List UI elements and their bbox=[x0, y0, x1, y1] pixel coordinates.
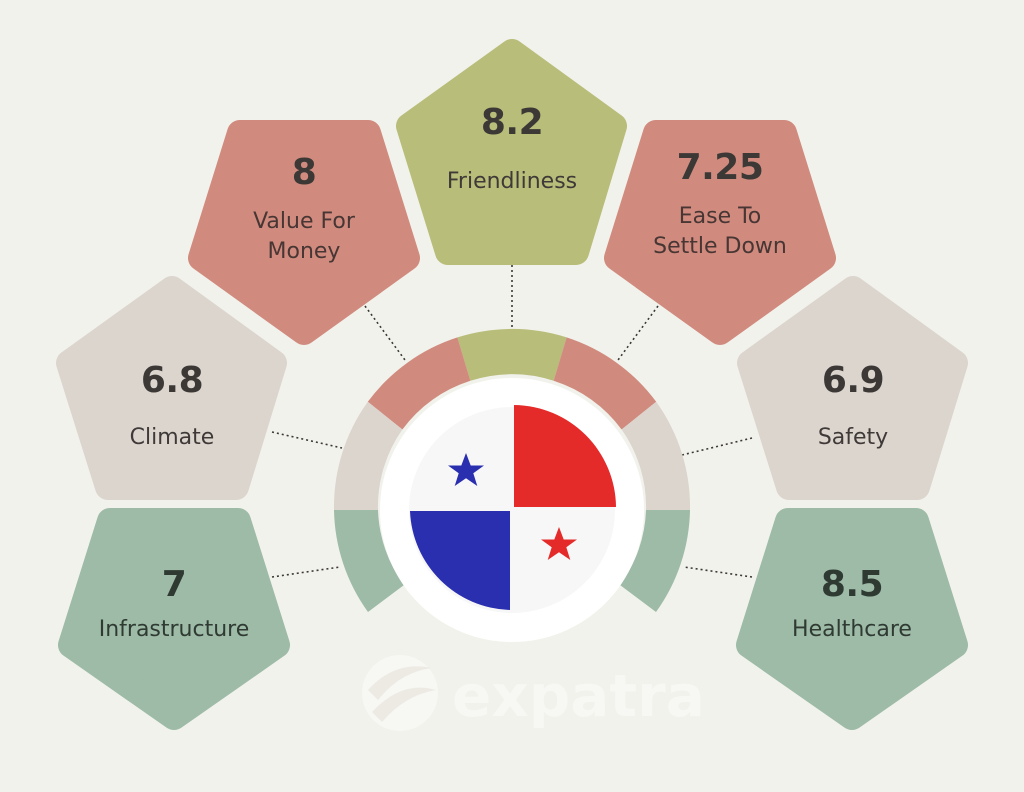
metric-label: Infrastructure bbox=[98, 617, 250, 642]
ring-segment-friendliness bbox=[457, 328, 567, 381]
metric-score: 6.9 bbox=[821, 360, 885, 401]
ring-segment-healthcare bbox=[620, 510, 690, 612]
metric-score: 8.5 bbox=[820, 564, 884, 605]
pentagon-safety bbox=[737, 276, 968, 500]
expatra-wordmark: expatra bbox=[452, 662, 705, 730]
pentagon-shapes bbox=[56, 39, 968, 730]
pentagon-ease-to-settle-down bbox=[604, 120, 836, 345]
metric-score: 6.8 bbox=[140, 360, 204, 401]
metric-card-climate: 6.8 Climate bbox=[52, 360, 292, 588]
infographic-canvas: expatra bbox=[56, 39, 968, 731]
metric-score: 8 bbox=[291, 152, 317, 193]
metric-card-friendliness: 8.2 Friendliness bbox=[392, 102, 632, 330]
flag-blue-quadrant bbox=[410, 511, 510, 610]
metric-score: 8.2 bbox=[480, 102, 544, 143]
pentagon-infrastructure bbox=[58, 508, 290, 730]
metric-label-line-1: Ease To bbox=[678, 204, 762, 229]
ring-segment-safety bbox=[621, 401, 691, 510]
rating-ring bbox=[333, 328, 691, 612]
pentagon-value-for-money bbox=[188, 120, 420, 345]
metric-card-infrastructure: 7 Infrastructure bbox=[54, 564, 294, 792]
expatra-watermark: expatra bbox=[362, 655, 705, 731]
metric-score: 7.25 bbox=[676, 147, 764, 188]
flag-red-quadrant bbox=[514, 405, 616, 507]
pentagon-healthcare bbox=[736, 508, 968, 730]
metric-label: Climate bbox=[129, 425, 215, 450]
metric-card-safety: 6.9 Safety bbox=[733, 360, 973, 588]
metric-label: Friendliness bbox=[446, 169, 578, 194]
metric-card-ease-to-settle-down: 7.25 Ease To Settle Down bbox=[600, 147, 840, 375]
metric-score: 7 bbox=[161, 564, 187, 605]
blue-star-icon bbox=[448, 453, 484, 486]
connector-lines bbox=[271, 265, 753, 578]
metric-label-line-1: Value For bbox=[253, 209, 355, 234]
ring-segment-value-for-money bbox=[367, 337, 471, 430]
ring-segment-climate bbox=[333, 401, 403, 510]
metric-label: Healthcare bbox=[792, 617, 912, 642]
metric-card-value-for-money: 8 Value For Money bbox=[184, 152, 424, 380]
red-star-icon bbox=[541, 527, 577, 560]
pentagon-friendliness bbox=[396, 39, 627, 265]
ring-segment-infrastructure bbox=[334, 510, 404, 612]
pentagon-climate bbox=[56, 276, 287, 500]
metric-label-line-2: Money bbox=[267, 239, 341, 264]
metric-label: Safety bbox=[817, 425, 889, 450]
metric-label-line-2: Settle Down bbox=[653, 234, 787, 259]
panama-flag-badge bbox=[380, 378, 644, 642]
ring-segment-ease-to-settle-down bbox=[553, 337, 657, 430]
metric-card-healthcare: 8.5 Healthcare bbox=[732, 564, 972, 792]
